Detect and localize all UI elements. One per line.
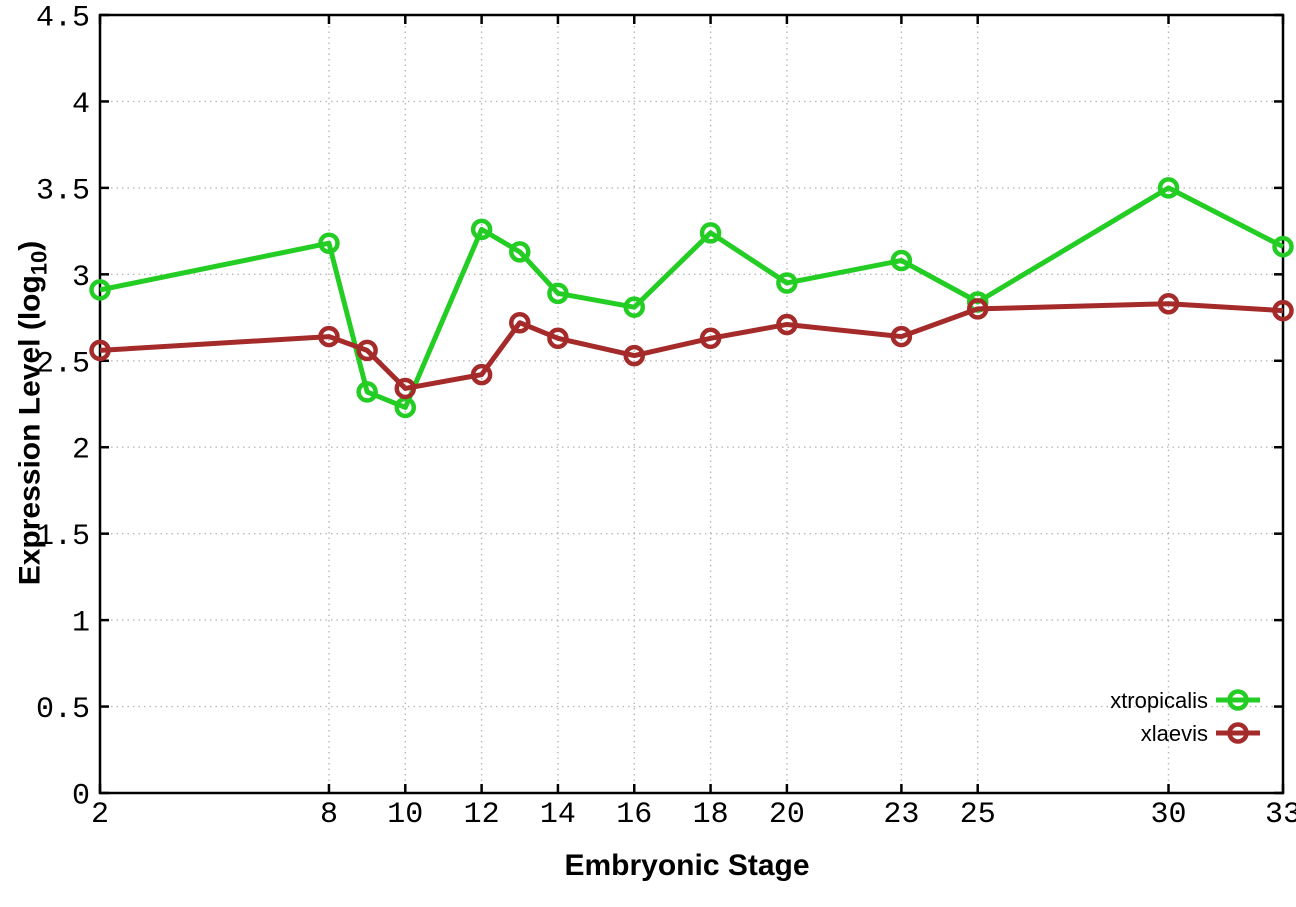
y-tick-label: 3 [72, 261, 90, 295]
data-point-xlaevis-stage-18 [699, 327, 722, 350]
data-point-xlaevis-stage-2 [89, 339, 111, 362]
plot-border [98, 13, 1285, 795]
y-tick-label: 2 [72, 434, 90, 468]
data-point-xtropicalis-stage-23 [890, 249, 913, 272]
data-point-xlaevis-stage-12 [470, 363, 493, 386]
legend-sample-marker-xlaevis [1227, 722, 1249, 744]
x-tick-label: 2 [91, 798, 109, 832]
data-point-xlaevis-stage-10 [394, 377, 417, 400]
y-tick-label: 4.5 [36, 2, 90, 36]
y-tick-label: 3.5 [36, 174, 90, 208]
series-line-xlaevis [99, 301, 1284, 391]
y-tick-label: 1.5 [36, 520, 90, 554]
data-point-xlaevis-stage-23 [890, 325, 913, 348]
data-point-xtropicalis-stage-12 [470, 218, 493, 241]
data-point-xtropicalis-stage-8 [318, 232, 340, 254]
x-tick-label: 8 [320, 798, 338, 832]
series-line-xtropicalis [99, 185, 1285, 410]
data-point-xlaevis-stage-30 [1157, 292, 1180, 315]
data-point-xlaevis-stage-20 [776, 313, 798, 336]
data-point-xtropicalis-stage-33 [1272, 235, 1294, 258]
data-point-xtropicalis-stage-18 [699, 222, 722, 244]
x-tick-label: 18 [693, 798, 729, 832]
legend-label-xtropicalis: xtropicalis [1110, 688, 1208, 713]
x-tick-label: 12 [464, 798, 500, 832]
data-point-xtropicalis-stage-30 [1157, 177, 1180, 199]
data-point-xtropicalis-stage-20 [776, 272, 798, 294]
legend-sample-marker-xtropicalis [1227, 689, 1249, 711]
x-tick-label: 14 [540, 798, 576, 832]
x-tick-label: 30 [1151, 798, 1187, 832]
data-point-xlaevis-stage-16 [623, 344, 646, 367]
x-tick-label: 23 [883, 798, 919, 832]
data-point-xlaevis-stage-9 [356, 339, 378, 362]
data-point-xlaevis-stage-25 [966, 298, 989, 320]
x-tick-label: 10 [387, 798, 423, 832]
y-tick-label: 0.5 [36, 693, 90, 727]
y-axis-title-suffix: ) [13, 240, 47, 251]
data-point-xlaevis-stage-13 [509, 311, 531, 334]
x-tick-label: 25 [960, 798, 996, 832]
x-tick-label: 20 [769, 798, 805, 832]
x-tick-label: 16 [616, 798, 652, 832]
data-point-xtropicalis-stage-13 [509, 241, 531, 263]
legend-label-xlaevis: xlaevis [1141, 721, 1208, 746]
data-point-xtropicalis-stage-16 [623, 296, 646, 318]
y-tick-label: 0 [72, 780, 90, 814]
data-point-xtropicalis-stage-9 [356, 381, 378, 403]
data-point-xtropicalis-stage-14 [547, 282, 569, 305]
x-axis-title: Embryonic Stage [564, 849, 810, 882]
y-axis-title-subscript: 10 [26, 250, 52, 276]
data-point-xlaevis-stage-33 [1272, 299, 1294, 322]
data-point-xtropicalis-stage-2 [89, 279, 111, 301]
y-tick-label: 2.5 [36, 347, 90, 381]
y-tick-label: 4 [72, 88, 90, 122]
y-tick-label: 1 [72, 607, 90, 641]
data-point-xlaevis-stage-14 [547, 327, 569, 350]
x-tick-label: 33 [1265, 798, 1296, 832]
y-axis-title: Expression Level (log10) [14, 241, 53, 586]
data-point-xlaevis-stage-8 [318, 325, 340, 348]
y-axis-title-text: Expression Level (log [13, 275, 47, 586]
